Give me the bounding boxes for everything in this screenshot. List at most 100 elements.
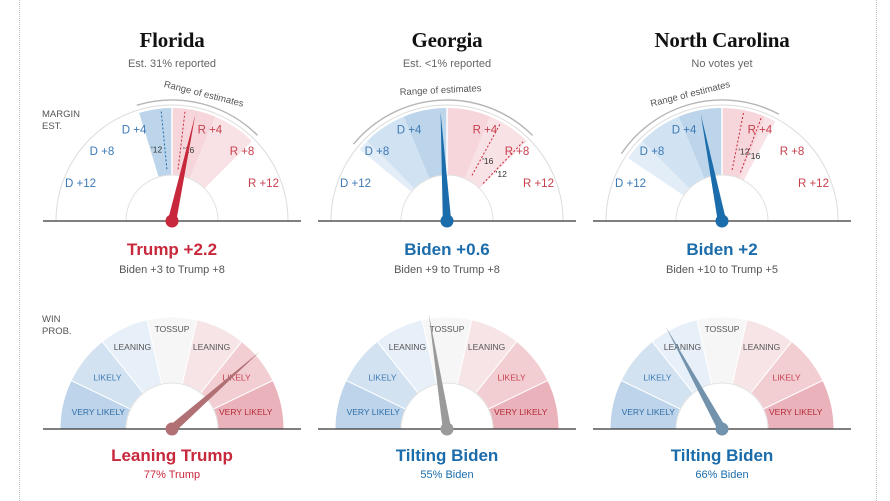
state-panel-north-carolina: North Carolina No votes yet Range of est… xyxy=(593,0,851,501)
needle xyxy=(428,313,452,430)
past-result-tick xyxy=(740,117,762,173)
probability-band-label: LEANING xyxy=(389,342,426,352)
estimate-band xyxy=(367,116,430,189)
past-result-label: '12 xyxy=(738,147,749,157)
estimate-band xyxy=(189,116,252,189)
probability-band-label: TOSSUP xyxy=(155,324,190,334)
probability-band-label: LIKELY xyxy=(368,373,397,383)
probability-band-label: LIKELY xyxy=(772,373,801,383)
gauge-outline xyxy=(55,104,289,222)
probability-gauge: VERY LIKELYLIKELYLEANINGTOSSUPLEANINGLIK… xyxy=(43,316,301,436)
margin-scale-label: D +8 xyxy=(640,146,665,158)
margin-gauge: Range of estimates '16'12 D +12 D +8 D +4 R +… xyxy=(318,83,576,228)
estimate-band xyxy=(739,116,776,181)
probability-band-label: LEANING xyxy=(193,342,230,352)
probability-band-label: TOSSUP xyxy=(430,324,465,334)
margin-scale-label: D +4 xyxy=(397,125,422,137)
state-name: Florida xyxy=(139,28,205,52)
margin-range-text: Biden +9 to Trump +8 xyxy=(394,264,500,276)
probability-band-label: VERY LIKELY xyxy=(769,407,823,417)
past-result-label: '16 xyxy=(482,156,493,166)
margin-scale-label: D +4 xyxy=(672,125,697,137)
probability-band-label: LIKELY xyxy=(497,373,526,383)
probability-band-label: VERY LIKELY xyxy=(72,407,126,417)
range-of-estimates-label: Range of estimates xyxy=(399,83,482,98)
needle-hub xyxy=(715,214,729,228)
probability-headline: Tilting Biden xyxy=(395,446,499,465)
gauge-outline xyxy=(605,104,839,222)
needle-hub xyxy=(165,422,179,436)
probability-headline: Tilting Biden xyxy=(670,446,774,465)
estimate-band xyxy=(172,108,216,179)
estimate-band xyxy=(722,108,766,179)
past-result-label: '12 xyxy=(496,169,507,179)
probability-band-label: LEANING xyxy=(664,342,701,352)
estimate-band xyxy=(359,141,415,192)
margin-scale-label: D +8 xyxy=(90,146,115,158)
probability-band-label: VERY LIKELY xyxy=(622,407,676,417)
margin-scale-label: D +12 xyxy=(615,178,646,190)
margin-scale-label: R +12 xyxy=(248,178,279,190)
gauge-hub-area xyxy=(675,382,769,430)
right-dotted-divider xyxy=(876,0,877,501)
state-panel-georgia: Georgia Est. <1% reported Range of estim… xyxy=(318,0,576,501)
margin-estimate-label: MARGIN EST. xyxy=(42,109,80,132)
probability-band-label: LEANING xyxy=(468,342,505,352)
margin-scale-label: R +8 xyxy=(505,146,530,158)
past-result-tick xyxy=(482,140,525,184)
probability-band-label: LIKELY xyxy=(643,373,672,383)
gauge-hub-area xyxy=(125,174,219,222)
estimate-band xyxy=(447,108,491,179)
needle-hub xyxy=(165,214,179,228)
probability-headline: Leaning Trump xyxy=(111,446,233,465)
margin-range-text: Biden +3 to Trump +8 xyxy=(119,264,225,276)
margin-range-text: Biden +10 to Trump +5 xyxy=(666,264,778,276)
win-probability-label: WIN PROB. xyxy=(42,314,72,337)
needle xyxy=(700,114,727,222)
probability-band-label: LEANING xyxy=(114,342,151,352)
gauge-outline xyxy=(330,104,564,222)
probability-band-label: VERY LIKELY xyxy=(494,407,548,417)
probability-band-label: TOSSUP xyxy=(705,324,740,334)
gauge-hub-area xyxy=(675,174,769,222)
margin-headline: Biden +2 xyxy=(686,240,758,259)
probability-band-label: VERY LIKELY xyxy=(347,407,401,417)
past-result-tick xyxy=(731,112,745,171)
margin-gauge: Range of estimates'12'16D +12D +8D +4R +… xyxy=(43,79,301,228)
margin-scale-label: D +8 xyxy=(365,146,390,158)
reported-status: Est. 31% reported xyxy=(127,58,217,70)
probability-band-label: LEANING xyxy=(743,342,780,352)
probability-detail: 55% Biden xyxy=(420,469,474,481)
probability-gauge: VERY LIKELYLIKELYLEANINGTOSSUPLEANINGLIK… xyxy=(318,313,576,436)
gauge-hub-area xyxy=(400,382,494,430)
margin-scale-label: D +4 xyxy=(122,125,147,137)
margin-scale-label: R +4 xyxy=(198,125,223,137)
probability-detail: 77% Trump xyxy=(143,469,201,481)
reported-status: No votes yet xyxy=(691,58,753,70)
estimate-band xyxy=(628,141,690,196)
past-result-tick xyxy=(160,110,168,170)
past-result-tick xyxy=(177,110,186,170)
gauge-hub-area xyxy=(125,382,219,430)
margin-scale-label: D +12 xyxy=(65,178,96,190)
reported-status: Est. <1% reported xyxy=(402,58,492,70)
margin-scale-label: D +12 xyxy=(340,178,371,190)
needle xyxy=(665,326,726,432)
estimate-band xyxy=(403,108,447,179)
needle-hub xyxy=(715,422,729,436)
margin-headline: Biden +0.6 xyxy=(404,240,490,259)
probability-band-label: VERY LIKELY xyxy=(219,407,273,417)
estimate-band xyxy=(642,116,705,189)
past-result-label: '12 xyxy=(151,145,162,155)
margin-headline: Trump +2.2 xyxy=(126,240,218,259)
margin-scale-label: R +8 xyxy=(780,146,805,158)
state-panel-florida: Florida Est. 31% reported Range of estim… xyxy=(43,0,301,501)
margin-scale-label: R +4 xyxy=(748,125,773,137)
estimate-band xyxy=(464,116,527,189)
range-arc xyxy=(352,99,534,145)
probability-band-label: LIKELY xyxy=(93,373,122,383)
state-name: North Carolina xyxy=(654,28,790,52)
needle-hub xyxy=(440,214,454,228)
margin-scale-label: R +8 xyxy=(230,146,255,158)
past-result-label: '16 xyxy=(749,151,760,161)
